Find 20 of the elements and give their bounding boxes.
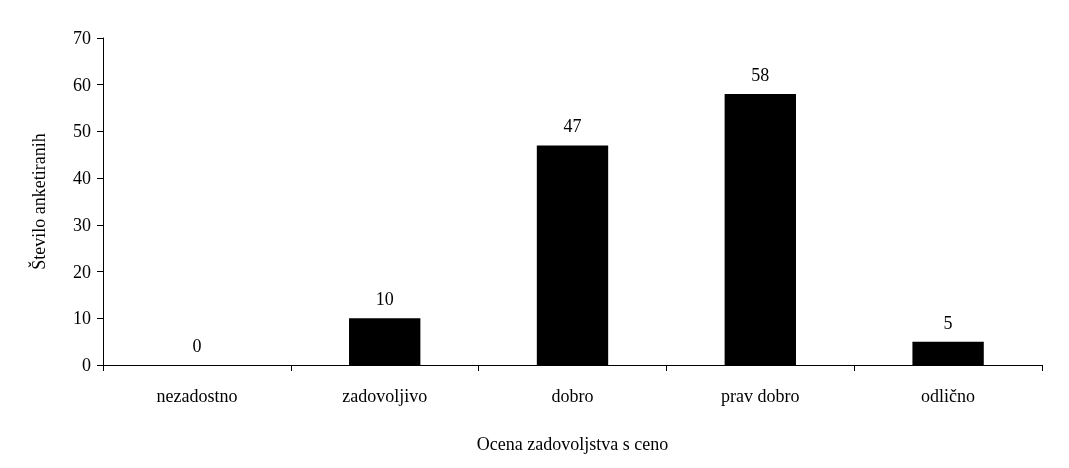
y-tick-label: 30 [73,214,91,235]
x-tick-label: nezadostno [156,386,238,406]
x-axis-title: Ocena zadovoljstva s ceno [476,434,669,454]
y-tick-label: 60 [73,74,91,95]
data-label: 10 [375,289,394,310]
data-label: 5 [943,312,953,333]
data-label: 0 [192,336,202,356]
y-axis-title: Število anketiranih [28,133,49,270]
data-label: 47 [563,116,582,137]
y-tick-label: 50 [73,121,91,142]
y-tick-label: 0 [82,355,91,375]
y-tick-label: 40 [73,168,91,189]
data-label: 58 [751,65,770,86]
x-tick-label: zadovoljivo [342,386,428,406]
x-tick-label: dobro [551,386,594,406]
y-tick-label: 70 [73,28,91,48]
y-tick-label: 20 [73,261,91,282]
x-tick-label: prav dobro [721,386,800,406]
y-tick-label: 10 [73,308,91,329]
x-tick-label: odlično [921,386,976,406]
